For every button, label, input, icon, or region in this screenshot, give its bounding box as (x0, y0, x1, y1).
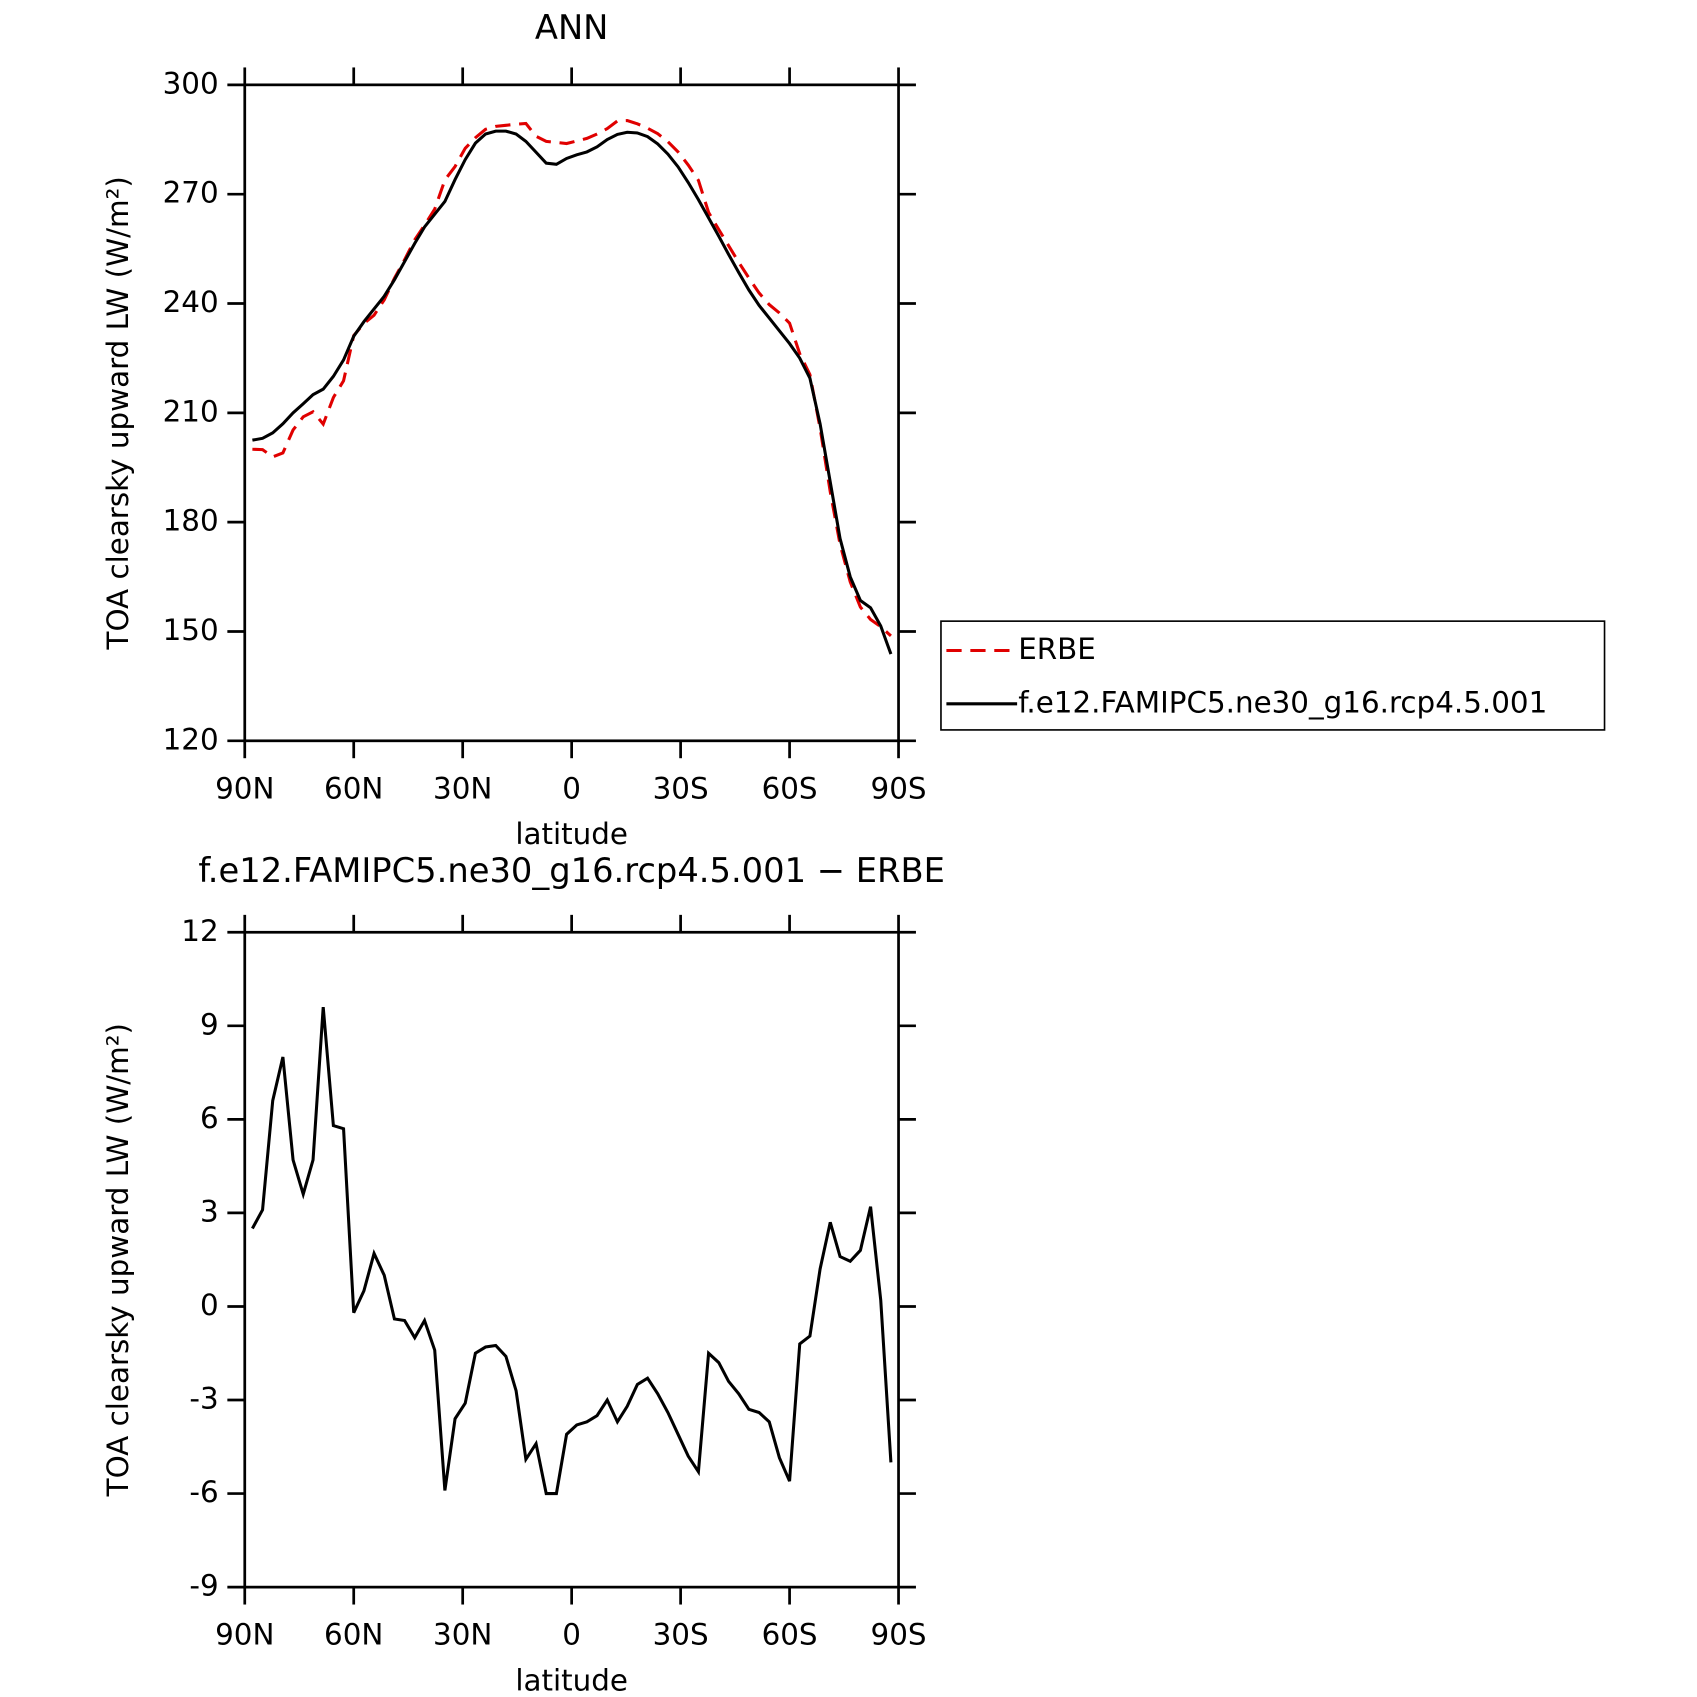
y-tick-label: 3 (200, 1194, 219, 1228)
chart-title: f.e12.FAMIPC5.ne30_g16.rcp4.5.001 − ERBE (198, 851, 944, 890)
legend-label: f.e12.FAMIPC5.ne30_g16.rcp4.5.001 (1018, 685, 1547, 719)
series-line (251, 1006, 893, 1496)
y-tick-label: -6 (189, 1475, 218, 1509)
x-tick-label: 30S (653, 1618, 709, 1652)
y-tick-label: -9 (189, 1569, 218, 1603)
x-tick-label: 30N (433, 1618, 492, 1652)
y-tick-label: 6 (200, 1101, 219, 1135)
y-axis-label: TOA clearsky upward LW (W/m²) (101, 1023, 135, 1497)
y-tick-label: 300 (163, 66, 219, 100)
y-tick-label: 150 (163, 613, 219, 647)
series-line (252, 119, 892, 637)
x-tick-label: 60N (324, 771, 383, 805)
y-tick-label: 270 (163, 176, 219, 210)
plot-frame (243, 930, 900, 1589)
x-axis-label: latitude (515, 1663, 628, 1697)
x-axis-label: latitude (515, 817, 628, 851)
y-axis-label: TOA clearsky upward LW (W/m²) (101, 176, 135, 650)
y-tick-label: 210 (163, 394, 219, 428)
x-tick-label: 90N (215, 771, 274, 805)
x-tick-label: 0 (562, 1618, 581, 1652)
y-tick-label: 240 (163, 285, 219, 319)
x-tick-label: 60S (762, 771, 818, 805)
x-tick-label: 30N (433, 771, 492, 805)
legend-box (940, 620, 1606, 731)
x-tick-label: 0 (562, 771, 581, 805)
y-tick-label: 12 (181, 914, 218, 948)
plot-frame (243, 83, 900, 743)
x-tick-label: 90N (215, 1618, 274, 1652)
x-tick-label: 90S (871, 1618, 927, 1652)
x-tick-label: 90S (871, 771, 927, 805)
y-tick-label: 180 (163, 504, 219, 538)
x-tick-label: 30S (653, 771, 709, 805)
y-tick-label: 0 (200, 1288, 219, 1322)
legend-label: ERBE (1018, 632, 1096, 666)
y-tick-label: -3 (189, 1382, 218, 1416)
x-tick-label: 60N (324, 1618, 383, 1652)
y-tick-label: 120 (163, 722, 219, 756)
series-line (252, 129, 893, 655)
y-tick-label: 9 (200, 1007, 219, 1041)
chart-title: ANN (535, 8, 609, 47)
x-tick-label: 60S (762, 1618, 818, 1652)
